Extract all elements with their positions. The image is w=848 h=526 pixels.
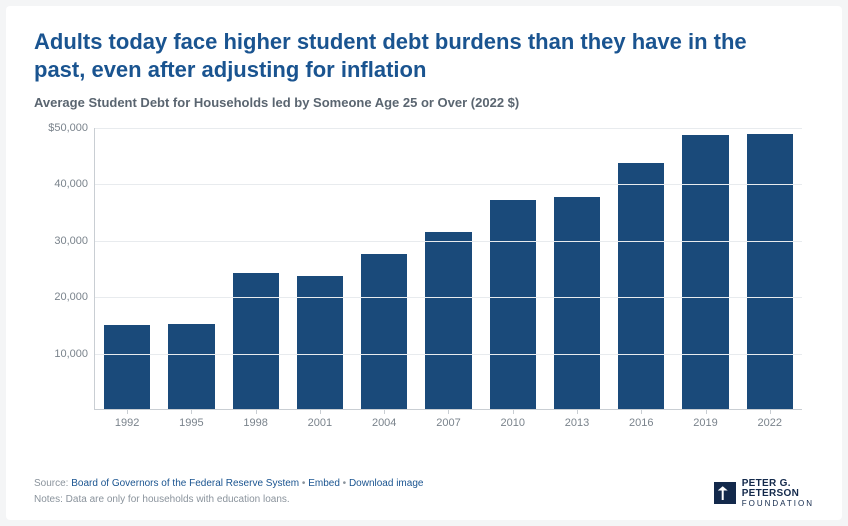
bar: [618, 163, 664, 409]
brand-logo: PETER G. PETERSON FOUNDATION: [714, 479, 814, 508]
bar-slot: 2010: [481, 128, 545, 409]
source-line: Source: Board of Governors of the Federa…: [34, 476, 423, 492]
bar-slot: 2001: [288, 128, 352, 409]
logo-mark-icon: [714, 482, 736, 504]
plot-region: 1992199519982001200420072010201320162019…: [94, 128, 802, 410]
separator-1: •: [299, 478, 308, 489]
x-tick-label: 2007: [436, 417, 460, 429]
download-link[interactable]: Download image: [349, 478, 424, 489]
bar-slot: 2016: [609, 128, 673, 409]
grid-line: [95, 354, 802, 355]
notes-line: Notes: Data are only for households with…: [34, 492, 423, 508]
bar-slot: 2022: [738, 128, 802, 409]
bar: [425, 232, 471, 409]
x-tick: [320, 409, 321, 414]
bar-slot: 1998: [224, 128, 288, 409]
x-tick: [577, 409, 578, 414]
x-tick-label: 1995: [179, 417, 203, 429]
grid-line: [95, 297, 802, 298]
chart-footer: Source: Board of Governors of the Federa…: [34, 476, 814, 508]
bar-slot: 1995: [159, 128, 223, 409]
x-tick-label: 2013: [565, 417, 589, 429]
bar: [682, 135, 728, 409]
x-tick: [384, 409, 385, 414]
y-tick-label: 30,000: [42, 235, 88, 247]
chart-card: Adults today face higher student debt bu…: [6, 6, 842, 520]
grid-line: [95, 184, 802, 185]
bar: [490, 200, 536, 409]
bar: [233, 273, 279, 409]
footer-text: Source: Board of Governors of the Federa…: [34, 476, 423, 508]
y-tick-label: 40,000: [42, 178, 88, 190]
y-tick-label: $50,000: [42, 122, 88, 134]
x-tick-label: 2001: [308, 417, 332, 429]
source-link[interactable]: Board of Governors of the Federal Reserv…: [71, 478, 299, 489]
x-tick-label: 1992: [115, 417, 139, 429]
x-tick: [127, 409, 128, 414]
y-tick-label: 10,000: [42, 348, 88, 360]
x-tick-label: 2016: [629, 417, 653, 429]
chart-area: 10,00020,00030,00040,000$50,000 19921995…: [42, 128, 810, 438]
bar: [747, 134, 793, 409]
bar-slot: 1992: [95, 128, 159, 409]
grid-line: [95, 241, 802, 242]
bar-slot: 2004: [352, 128, 416, 409]
x-tick-label: 2019: [693, 417, 717, 429]
bar: [104, 325, 150, 409]
chart-title: Adults today face higher student debt bu…: [34, 28, 794, 83]
logo-line-3: FOUNDATION: [742, 500, 814, 508]
bar-slot: 2007: [416, 128, 480, 409]
x-tick: [706, 409, 707, 414]
x-tick-label: 2004: [372, 417, 396, 429]
logo-text: PETER G. PETERSON FOUNDATION: [742, 479, 814, 508]
x-tick-label: 2010: [500, 417, 524, 429]
separator-2: •: [340, 478, 349, 489]
x-tick-label: 2022: [758, 417, 782, 429]
x-tick: [191, 409, 192, 414]
bar: [168, 324, 214, 409]
grid-line: [95, 128, 802, 129]
chart-subtitle: Average Student Debt for Households led …: [34, 95, 814, 110]
source-prefix: Source:: [34, 478, 71, 489]
bar: [361, 254, 407, 409]
bar-slot: 2013: [545, 128, 609, 409]
embed-link[interactable]: Embed: [308, 478, 340, 489]
x-tick: [770, 409, 771, 414]
x-tick-label: 1998: [243, 417, 267, 429]
bar: [554, 197, 600, 409]
x-tick: [513, 409, 514, 414]
y-tick-label: 20,000: [42, 291, 88, 303]
x-tick: [256, 409, 257, 414]
x-tick: [448, 409, 449, 414]
bars-container: 1992199519982001200420072010201320162019…: [95, 128, 802, 409]
bar-slot: 2019: [673, 128, 737, 409]
x-tick: [641, 409, 642, 414]
